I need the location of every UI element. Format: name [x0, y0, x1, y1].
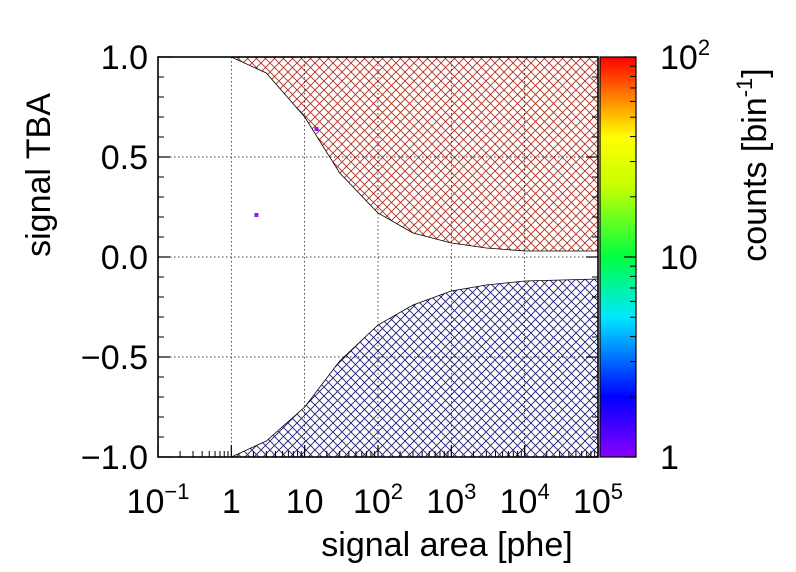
x-tick-label-base: 10 — [500, 483, 538, 521]
colorbar-label: counts [bin-1] — [732, 68, 774, 261]
data-points — [254, 127, 319, 217]
y-tick-label: 1.0 — [101, 39, 148, 77]
x-axis-ticks: 10−1 1 10 102 103 104 105 — [127, 445, 623, 521]
x-tick-label: 10−1 — [127, 479, 190, 521]
colorbar-tick-label-base: 10 — [660, 239, 698, 277]
y-tick-label: −1.0 — [81, 439, 148, 477]
x-tick-label-base: 10 — [286, 483, 324, 521]
colorbar-tick-label: 10 — [660, 239, 698, 277]
x-tick-label-base: 1 — [222, 483, 241, 521]
colorbar-tick-label-base: 10 — [660, 39, 698, 77]
x-axis-label: signal area [phe] — [321, 526, 572, 564]
x-tick-label: 104 — [500, 479, 550, 521]
y-tick-label: 0.0 — [101, 239, 148, 277]
colorbar-tick-label-exp: 2 — [698, 35, 710, 60]
x-tick-label: 105 — [573, 479, 623, 521]
data-point — [254, 213, 259, 217]
colorbar-tick-label: 102 — [660, 35, 710, 77]
x-tick-label: 1 — [222, 483, 241, 521]
x-tick-label-exp: 2 — [391, 479, 403, 504]
x-tick-label-exp: −1 — [164, 479, 189, 504]
plot-frame — [157, 56, 599, 458]
excluded-region-upper — [231, 57, 598, 252]
x-tick-label-exp: 4 — [537, 479, 549, 504]
y-tick-label: 0.5 — [101, 139, 148, 177]
data-point — [314, 127, 319, 131]
x-tick-label-base: 10 — [426, 483, 464, 521]
y-tick-label: −0.5 — [81, 339, 148, 377]
x-tick-label-base: 10 — [573, 483, 611, 521]
x-tick-label: 10 — [286, 483, 324, 521]
x-tick-label: 102 — [353, 479, 403, 521]
colorbar-tick-label: 1 — [660, 439, 679, 477]
colorbar-label-main: counts [bin — [736, 97, 774, 261]
colorbar-label-close: ] — [736, 68, 774, 77]
colorbar-tick-label-base: 1 — [660, 439, 679, 477]
x-tick-label-exp: 5 — [611, 479, 623, 504]
grid — [158, 57, 598, 457]
x-tick-label-exp: 3 — [464, 479, 476, 504]
y-axis-label: signal TBA — [20, 93, 58, 257]
colorbar-label-exp: -1 — [732, 78, 757, 98]
x-tick-label: 103 — [426, 479, 476, 521]
excluded-region-lower — [231, 278, 598, 457]
x-tick-label-base: 10 — [353, 483, 391, 521]
x-tick-label-base: 10 — [127, 483, 165, 521]
